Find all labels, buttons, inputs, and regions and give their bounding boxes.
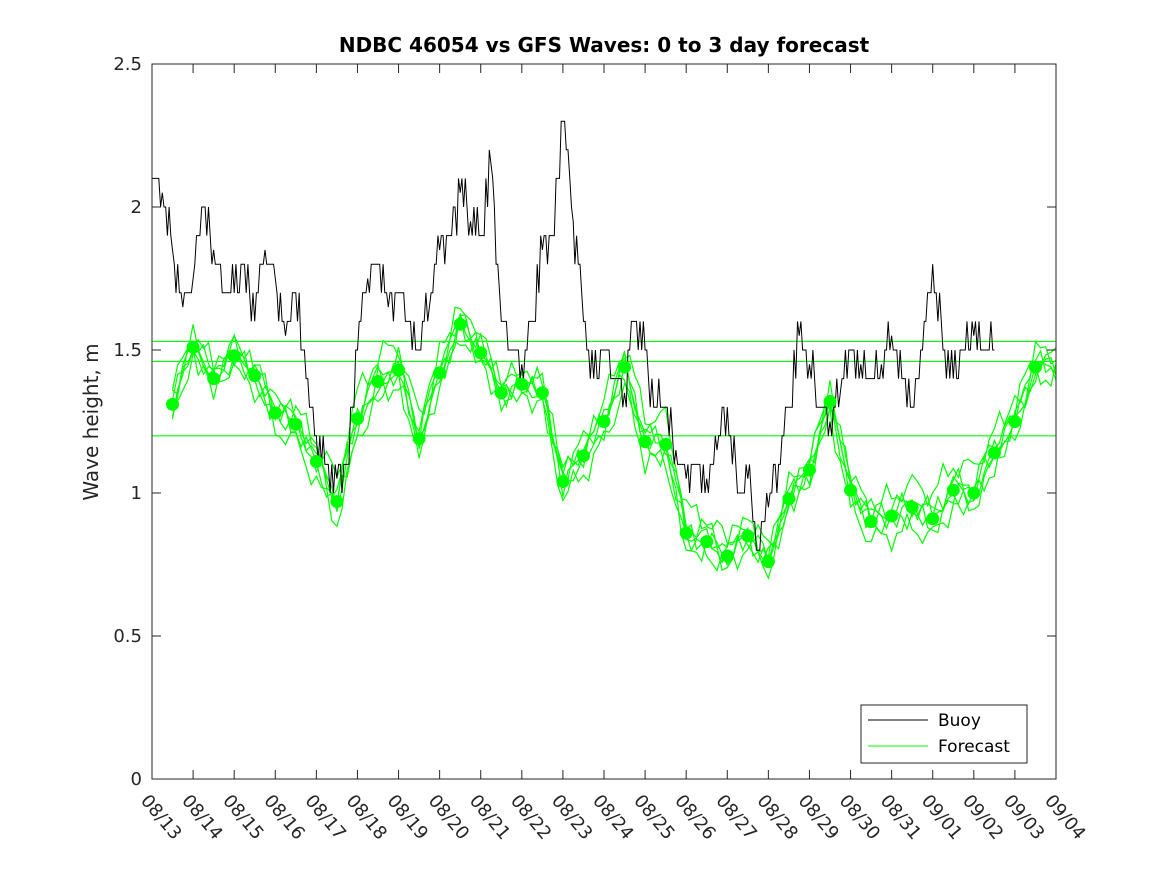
legend-forecast-label: Forecast [938,737,1010,757]
chart-title: NDBC 46054 vs GFS Waves: 0 to 3 day fore… [339,33,870,57]
forecast-marker [618,360,632,374]
forecast-marker [186,340,200,354]
forecast-marker [679,526,693,540]
y-tick-label: 0 [131,769,142,790]
y-axis: 0 0.5 1 1.5 2 2.5 [113,54,1056,790]
buoy-line [152,120,995,551]
forecast-marker [166,397,180,411]
forecast-marker [720,549,734,563]
legend-buoy-label: Buoy [938,711,981,731]
y-tick-label: 1.5 [113,340,142,361]
forecast-marker [700,535,714,549]
forecast-markers [166,317,1042,569]
forecast-marker [864,515,878,529]
forecast-marker [576,449,590,463]
forecast-marker [433,366,447,380]
legend: Buoy Forecast [860,704,1028,764]
forecast-marker [905,500,919,514]
forecast-marker [474,346,488,360]
buoy-series [152,120,995,551]
forecast-marker [741,529,755,543]
forecast-marker [885,509,899,523]
y-tick-label: 2.5 [113,54,142,75]
forecast-marker [494,386,508,400]
forecast-marker [823,394,837,408]
forecast-marker [453,317,467,331]
forecast-marker [289,417,303,431]
y-tick-label: 1 [131,483,142,504]
forecast-marker [556,475,570,489]
forecast-marker [371,374,385,388]
forecast-marker [946,483,960,497]
forecast-marker [248,369,262,383]
forecast-marker [535,386,549,400]
forecast-line [172,337,1057,580]
forecast-marker [207,372,221,386]
forecast-marker [597,415,611,428]
y-tick-label: 2 [131,197,142,218]
legend-box [860,704,1028,764]
forecast-line [171,313,1057,571]
forecast-marker [227,349,241,363]
forecast-marker [515,377,529,391]
y-tick-label: 0.5 [113,626,142,647]
y-axis-label: Wave height, m [79,343,103,500]
forecast-marker [392,363,406,377]
forecast-marker [1028,360,1042,374]
forecast-marker [638,435,652,449]
forecast-marker [926,512,940,526]
forecast-marker [268,406,282,420]
forecast-marker [1008,415,1022,428]
forecast-marker [412,432,426,446]
forecast-marker [761,555,775,569]
forecast-marker [782,492,796,506]
forecast-marker [330,495,344,509]
forecast-marker [350,412,364,426]
forecast-marker [967,486,981,500]
forecast-marker [844,483,858,497]
forecast-marker [802,463,816,477]
forecast-marker [309,455,323,469]
forecast-marker [659,437,673,451]
forecast-marker [987,446,1001,460]
